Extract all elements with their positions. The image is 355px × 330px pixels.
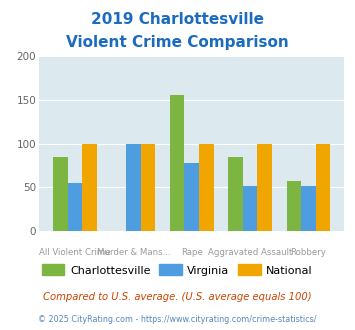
Legend: Charlottesville, Virginia, National: Charlottesville, Virginia, National [38,260,317,280]
Bar [257,144,272,231]
Bar [243,185,257,231]
Bar [199,144,214,231]
Text: Aggravated Assault: Aggravated Assault [208,248,292,257]
Bar [53,157,67,231]
Bar [228,157,243,231]
Bar [170,95,184,231]
Text: Murder & Mans...: Murder & Mans... [97,248,170,257]
Bar [141,144,155,231]
Text: All Violent Crime: All Violent Crime [39,248,111,257]
Text: Compared to U.S. average. (U.S. average equals 100): Compared to U.S. average. (U.S. average … [43,292,312,302]
Text: 2019 Charlottesville: 2019 Charlottesville [91,12,264,26]
Bar [316,144,331,231]
Bar [67,183,82,231]
Text: Violent Crime Comparison: Violent Crime Comparison [66,35,289,50]
Bar [301,185,316,231]
Bar [82,144,97,231]
Text: Rape: Rape [181,248,203,257]
Bar [184,163,199,231]
Text: Robbery: Robbery [291,248,327,257]
Bar [286,181,301,231]
Text: © 2025 CityRating.com - https://www.cityrating.com/crime-statistics/: © 2025 CityRating.com - https://www.city… [38,315,317,324]
Bar [126,144,141,231]
